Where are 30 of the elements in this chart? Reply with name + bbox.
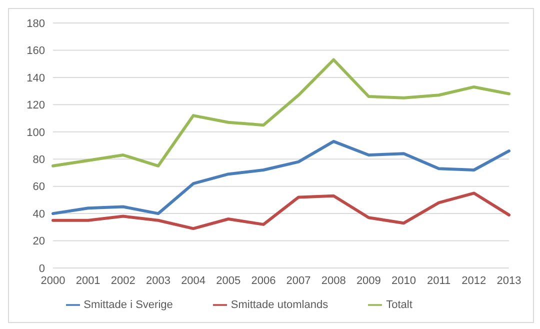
legend-label: Smittade utomlands bbox=[230, 298, 328, 311]
y-tick-label: 40 bbox=[32, 208, 45, 220]
x-tick-label: 2012 bbox=[462, 274, 486, 287]
x-tick-label: 2001 bbox=[76, 274, 100, 287]
x-tick-label: 2008 bbox=[321, 274, 346, 287]
x-tick-label: 2010 bbox=[392, 274, 416, 287]
x-tick-label: 2013 bbox=[496, 274, 522, 287]
y-tick-label: 140 bbox=[26, 72, 45, 84]
y-tick-label: 100 bbox=[26, 126, 45, 139]
y-tick-label: 80 bbox=[32, 154, 45, 166]
x-tick-label: 2009 bbox=[356, 274, 381, 287]
y-tick-label: 60 bbox=[32, 181, 45, 194]
x-tick-label: 2006 bbox=[251, 274, 276, 287]
x-tick-label: 2002 bbox=[110, 274, 136, 287]
y-tick-label: 160 bbox=[26, 45, 45, 58]
y-tick-label: 180 bbox=[26, 18, 45, 30]
y-tick-label: 120 bbox=[26, 100, 45, 112]
line-series bbox=[52, 192, 510, 230]
x-tick-label: 2000 bbox=[40, 274, 66, 287]
x-tick-label: 2011 bbox=[427, 274, 451, 287]
x-tick-label: 2007 bbox=[286, 274, 311, 287]
line-series bbox=[52, 58, 510, 168]
y-tick-label: 20 bbox=[32, 236, 45, 248]
x-tick-label: 2003 bbox=[146, 274, 170, 287]
legend-label: Totalt bbox=[386, 298, 412, 311]
x-tick-label: 2005 bbox=[216, 274, 241, 287]
line-series bbox=[52, 140, 510, 216]
legend-label: Smittade i Sverige bbox=[84, 298, 173, 311]
y-tick-label: 0 bbox=[38, 262, 45, 275]
x-tick-label: 2004 bbox=[181, 274, 206, 287]
